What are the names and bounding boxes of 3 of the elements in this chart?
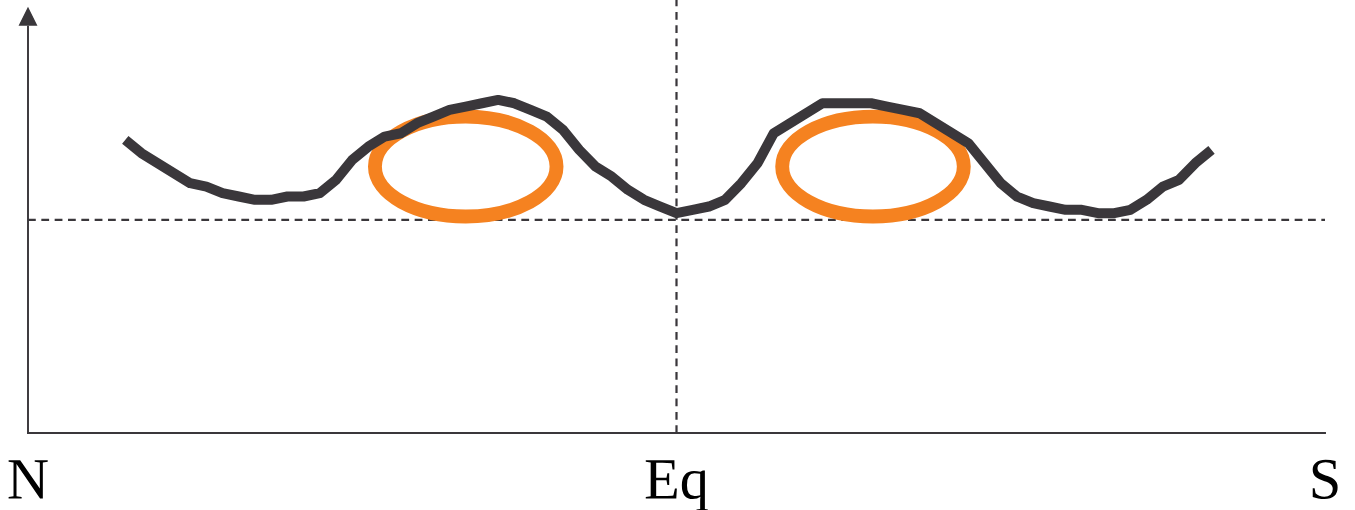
x-tick-label: S: [1312, 459, 1338, 500]
x-tick-label: Eq: [645, 460, 708, 510]
x-tick-label: N: [8, 460, 48, 499]
